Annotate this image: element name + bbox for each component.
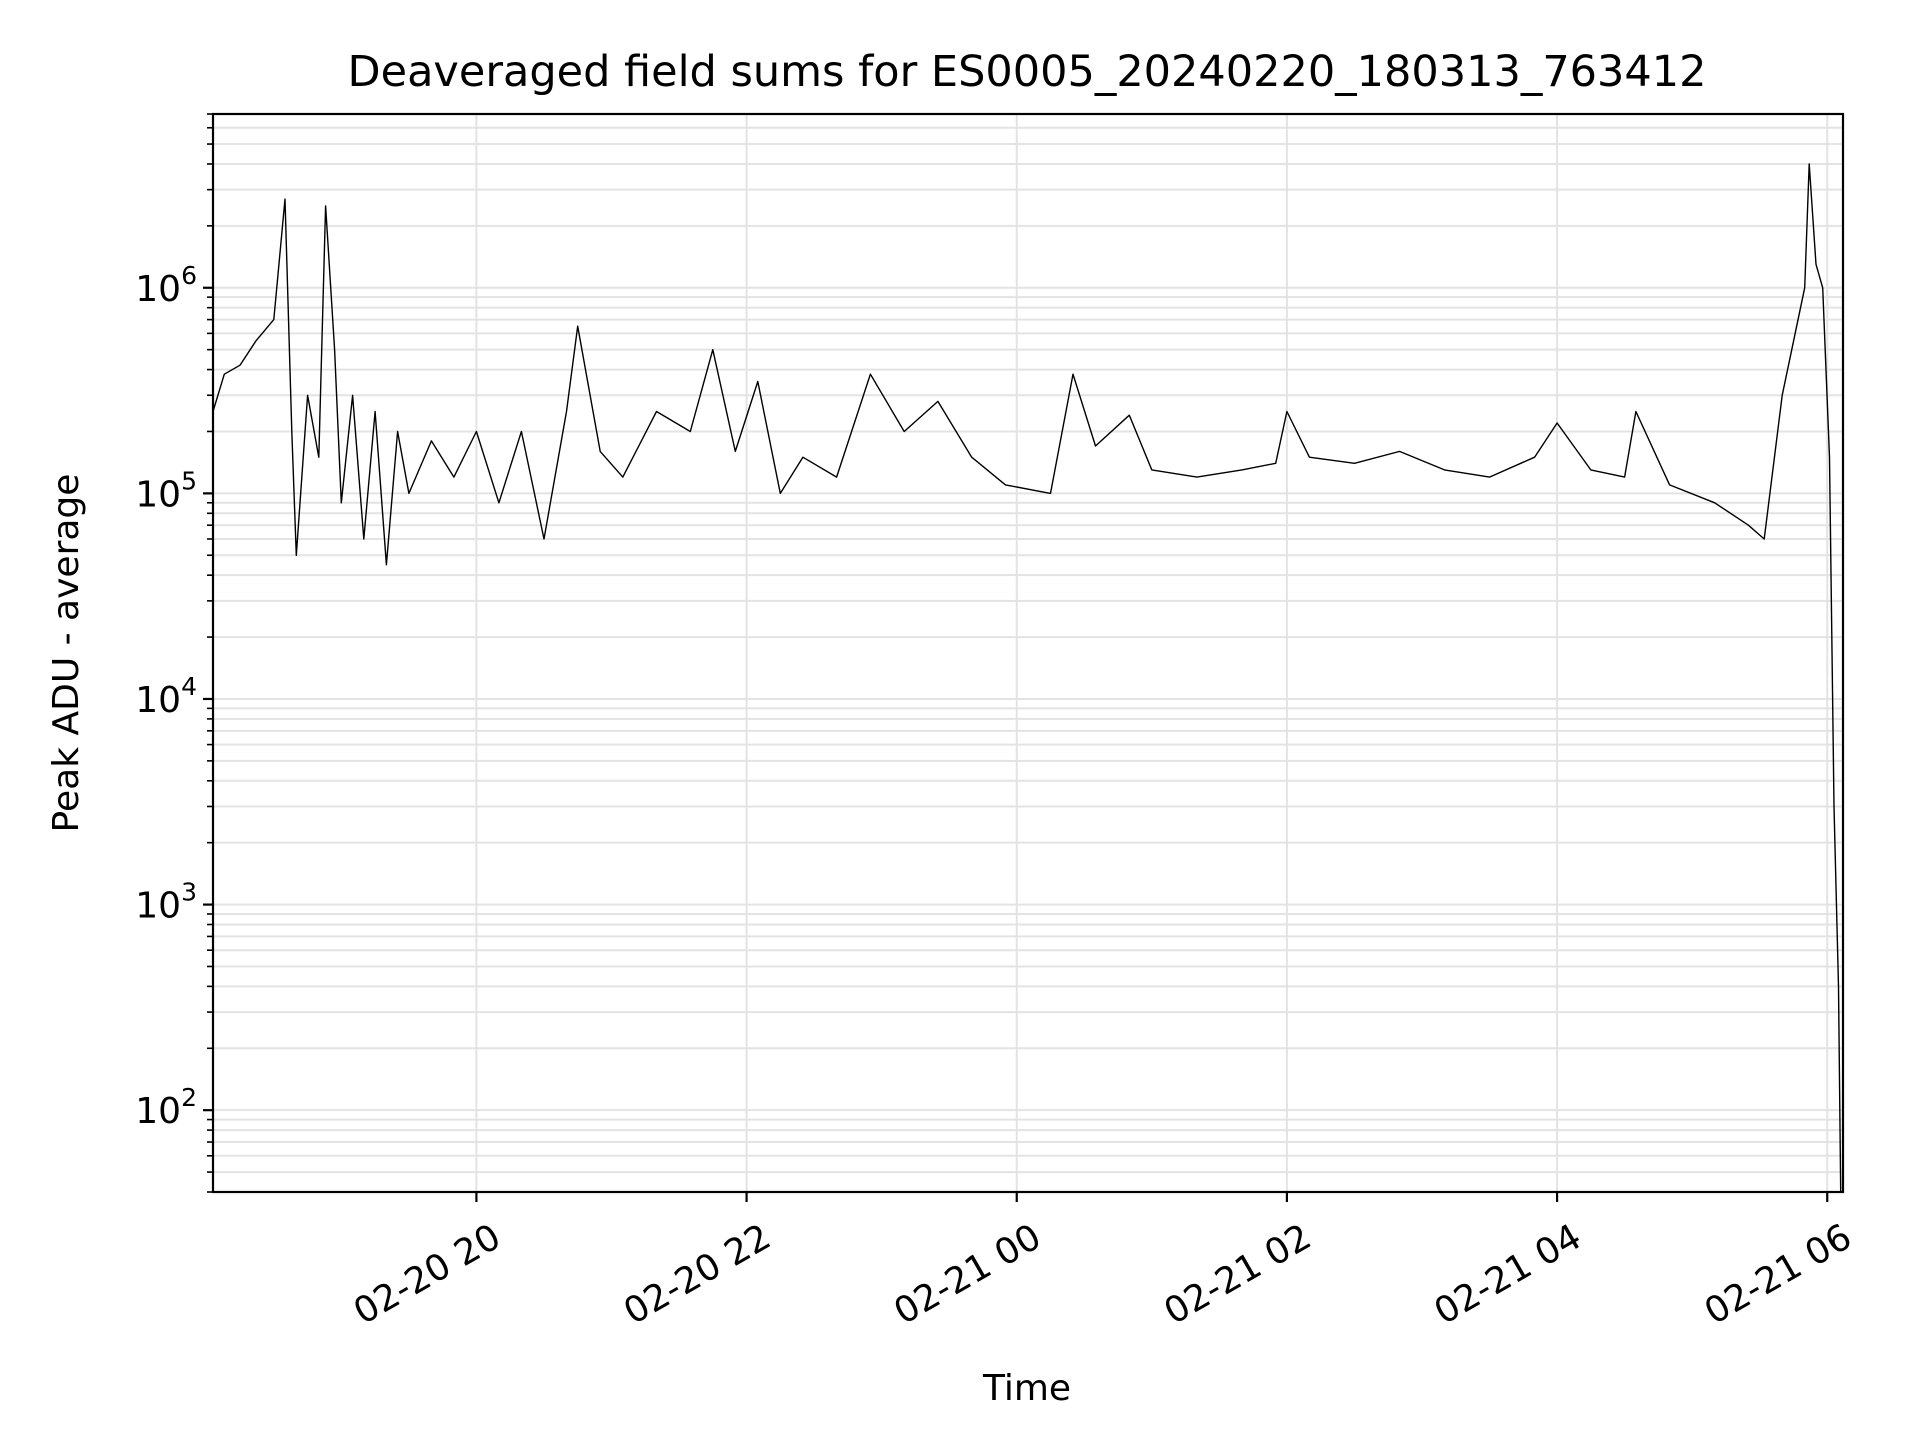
data-series-line	[212, 163, 1842, 1193]
plot-frame	[211, 112, 1845, 1194]
x-axis-label: Time	[982, 1368, 1071, 1409]
chart-title: Deaveraged field sums for ES0005_2024022…	[348, 47, 1707, 97]
y-axis-label: Peak ADU - average	[46, 474, 87, 833]
x-tick-label: 02-21 04	[1428, 1216, 1589, 1332]
x-tick-label: 02-20 20	[347, 1216, 508, 1332]
y-tick-label: 102	[135, 1083, 197, 1132]
x-tick-label: 02-21 00	[887, 1216, 1048, 1332]
y-tick-label: 105	[135, 466, 197, 515]
x-axis: 02-20 20 02-20 22 02-21 00 02-21 02 02-21 04…	[347, 1192, 1859, 1333]
y-tick-label: 103	[135, 878, 197, 927]
y-tick-label: 104	[135, 672, 197, 721]
x-tick-label: 02-21 02	[1158, 1216, 1319, 1332]
y-tick-label: 106	[135, 261, 197, 310]
x-tick-label: 02-21 06	[1698, 1216, 1859, 1332]
grid	[213, 113, 1843, 1193]
y-axis: 102 103 104 105 106	[135, 113, 213, 1193]
x-tick-label: 02-20 22	[617, 1216, 778, 1332]
